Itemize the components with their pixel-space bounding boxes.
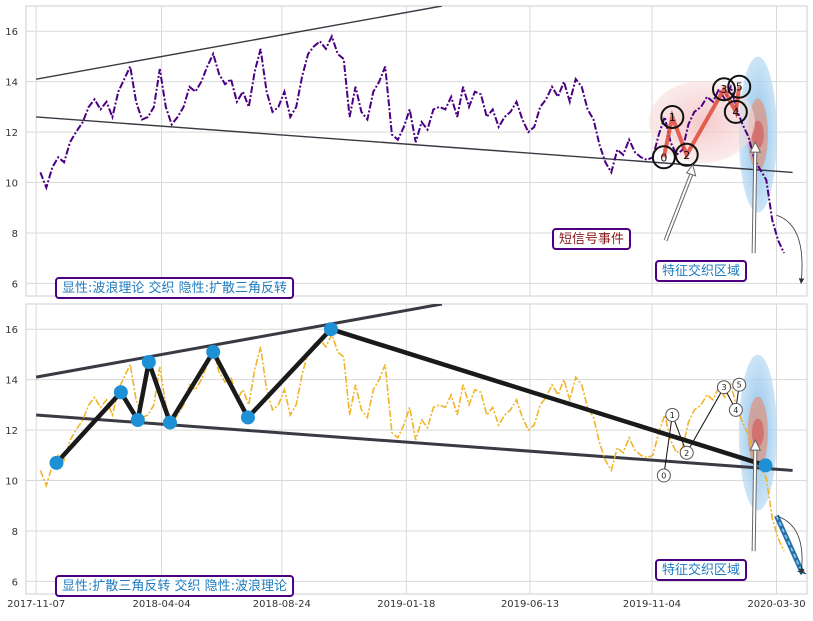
y-tick-label: 6	[12, 279, 18, 290]
pattern-marker	[163, 415, 178, 430]
feature-zone-box: 特征交织区域	[655, 559, 748, 581]
plot-area: 0 1 2 34 5	[36, 6, 805, 284]
wave-point	[732, 377, 747, 392]
feature-zone-center	[751, 120, 764, 149]
y-tick-label: 12	[5, 128, 18, 139]
feature-zone-box-text: 特征交织区域	[662, 562, 740, 578]
wave-point-label: 5	[736, 81, 743, 94]
pattern-marker	[130, 413, 145, 427]
caption-box: 显性:扩散三角反转 交织 隐性:波浪理论	[55, 575, 295, 597]
wave-point-label: 4	[732, 106, 739, 119]
forecast-arrow	[776, 515, 805, 575]
wave-point	[665, 407, 680, 422]
trendline	[35, 304, 443, 379]
short-signal-box-frame	[552, 228, 632, 250]
caption-box-text: 显性:波浪理论 交织 隐性:扩散三角反转	[62, 280, 287, 296]
plot-area: 0 1 2 3 4 5	[35, 304, 807, 575]
y-tick-label: 14	[5, 376, 18, 387]
short-signal-box-text: 短信号事件	[559, 232, 624, 247]
pattern-marker	[49, 455, 64, 470]
y-tick-label: 14	[5, 78, 18, 89]
feature-zone-box-frame	[655, 559, 748, 581]
pattern-marker	[206, 344, 221, 359]
feature-zone-center	[751, 418, 764, 447]
wave-point-label: 1	[670, 411, 675, 420]
wave-point	[723, 99, 748, 124]
wave-point-label: 4	[733, 406, 738, 415]
pattern-marker	[323, 322, 338, 337]
x-tick-label: 2019-11-04	[623, 599, 681, 610]
wave-point-label: 5	[737, 381, 742, 390]
wave-point-label: 2	[683, 149, 690, 162]
wave-point	[674, 142, 699, 167]
short-signal-box: 短信号事件	[552, 228, 632, 250]
zone-pointer-fill	[752, 150, 757, 254]
x-tick-label: 2018-08-24	[253, 599, 311, 610]
x-tick-label: 2020-03-30	[747, 599, 805, 610]
signal-pointer-head	[685, 163, 697, 177]
forecast-arrow	[776, 214, 805, 284]
x-tick-label: 2018-04-04	[132, 599, 190, 610]
wave-path	[661, 85, 742, 160]
caption-box-text: 显性:扩散三角反转 交织 隐性:波浪理论	[62, 578, 287, 594]
caption-box-frame	[55, 277, 295, 299]
y-tick-label: 10	[5, 477, 18, 488]
trendline	[36, 413, 793, 472]
y-tick-label: 10	[5, 179, 18, 190]
pattern-marker	[141, 355, 156, 369]
caption-box: 显性:波浪理论 交织 隐性:扩散三角反转	[55, 277, 295, 299]
zone-pointer-fill	[752, 448, 757, 552]
x-tick-label: 2017-11-07	[7, 599, 65, 610]
y-tick-label: 6	[12, 577, 18, 588]
y-tick-label: 8	[12, 229, 18, 240]
signal-pointer-fill	[664, 170, 694, 241]
y-tick-label: 8	[12, 527, 18, 538]
wave-point	[656, 468, 671, 483]
wave-point	[728, 402, 743, 417]
y-tick-label: 12	[5, 426, 18, 437]
wave-point	[711, 77, 736, 102]
feature-zone-box-text: 特征交织区域	[662, 263, 740, 279]
wave-point-label: 1	[669, 111, 676, 124]
wave-point-label: 3	[720, 83, 727, 96]
wave-point-label: 0	[661, 471, 666, 480]
x-tick-label: 2019-01-18	[377, 599, 435, 610]
pattern-marker	[240, 410, 255, 425]
zone-pointer-head	[749, 439, 762, 451]
series-line	[39, 33, 786, 254]
x-tick-label: 2019-06-13	[501, 599, 559, 610]
plot-frame	[25, 303, 808, 595]
wave-point-label: 2	[684, 449, 689, 458]
pattern-marker	[758, 458, 773, 473]
wave-point-label: 3	[721, 383, 726, 392]
y-tick-label: 16	[5, 27, 18, 38]
wave-point	[679, 445, 694, 460]
projection-arrow-dash	[775, 515, 804, 575]
wave-point	[716, 380, 731, 395]
zone-pointer-head	[749, 141, 762, 153]
wave-point	[727, 74, 752, 99]
wave-point	[651, 145, 676, 170]
trendline	[36, 6, 443, 80]
trendline	[36, 116, 793, 174]
caption-box-frame	[55, 575, 295, 597]
wave-point-label: 0	[660, 151, 667, 164]
feature-zone-box: 特征交织区域	[655, 260, 748, 282]
pattern-marker	[113, 385, 128, 400]
wave-point	[660, 104, 685, 129]
y-tick-label: 16	[5, 325, 18, 336]
feature-zone-box-frame	[655, 260, 748, 282]
